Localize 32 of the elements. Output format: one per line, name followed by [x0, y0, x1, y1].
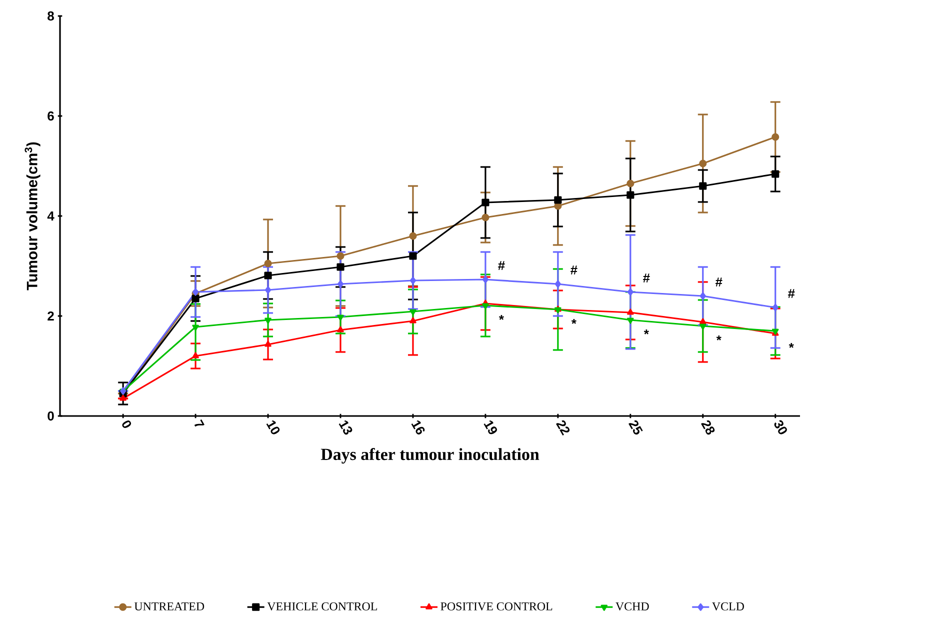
annotation: # — [570, 266, 578, 274]
annotation: # — [498, 261, 505, 270]
legend-label: VEHICLE CONTROL — [267, 602, 377, 610]
x-tick-label: 0 — [122, 420, 132, 428]
y-axis-title: Tumour volume(cm$^{3}$) — [24, 142, 40, 290]
annotation: * — [716, 336, 722, 340]
y-tick-label: 0 — [48, 411, 54, 421]
y-tick-label: 4 — [47, 212, 54, 220]
x-tick-label: 19 — [484, 420, 498, 434]
y-tick-label: 8 — [48, 11, 54, 21]
legend-label: POSITIVE CONTROL — [440, 602, 552, 610]
legend-label: VCHD — [616, 602, 649, 610]
annotation: # — [716, 278, 722, 286]
annotation: * — [498, 315, 504, 320]
x-tick-label: 28 — [701, 420, 715, 435]
x-axis-title: Days after tumour inoculation — [320, 448, 540, 464]
annotation: # — [643, 274, 650, 282]
x-tick-label: 25 — [628, 420, 643, 435]
annotation: * — [644, 330, 649, 334]
annotation: # — [788, 289, 795, 298]
x-tick-label: 22 — [556, 420, 570, 436]
x-tick-label: 13 — [338, 420, 352, 435]
annotation: * — [571, 319, 576, 324]
x-tick-label: 7 — [194, 419, 204, 427]
y-tick-label: 2 — [48, 311, 54, 321]
y-tick-label: 6 — [48, 111, 54, 121]
legend-label: UNTREATED — [134, 602, 204, 610]
x-tick-label: 10 — [266, 420, 280, 434]
x-tick-label: 30 — [774, 420, 787, 434]
x-tick-label: 16 — [411, 420, 425, 435]
annotation: * — [788, 343, 794, 348]
legend-label: VCLD — [712, 602, 744, 610]
